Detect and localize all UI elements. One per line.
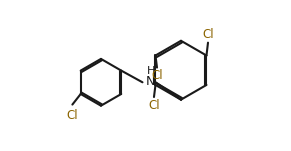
Text: Cl: Cl [148, 99, 160, 112]
Text: Cl: Cl [67, 109, 78, 122]
Text: H: H [147, 66, 155, 76]
Text: Cl: Cl [202, 28, 214, 41]
Text: N: N [146, 75, 155, 88]
Text: Cl: Cl [151, 69, 163, 82]
